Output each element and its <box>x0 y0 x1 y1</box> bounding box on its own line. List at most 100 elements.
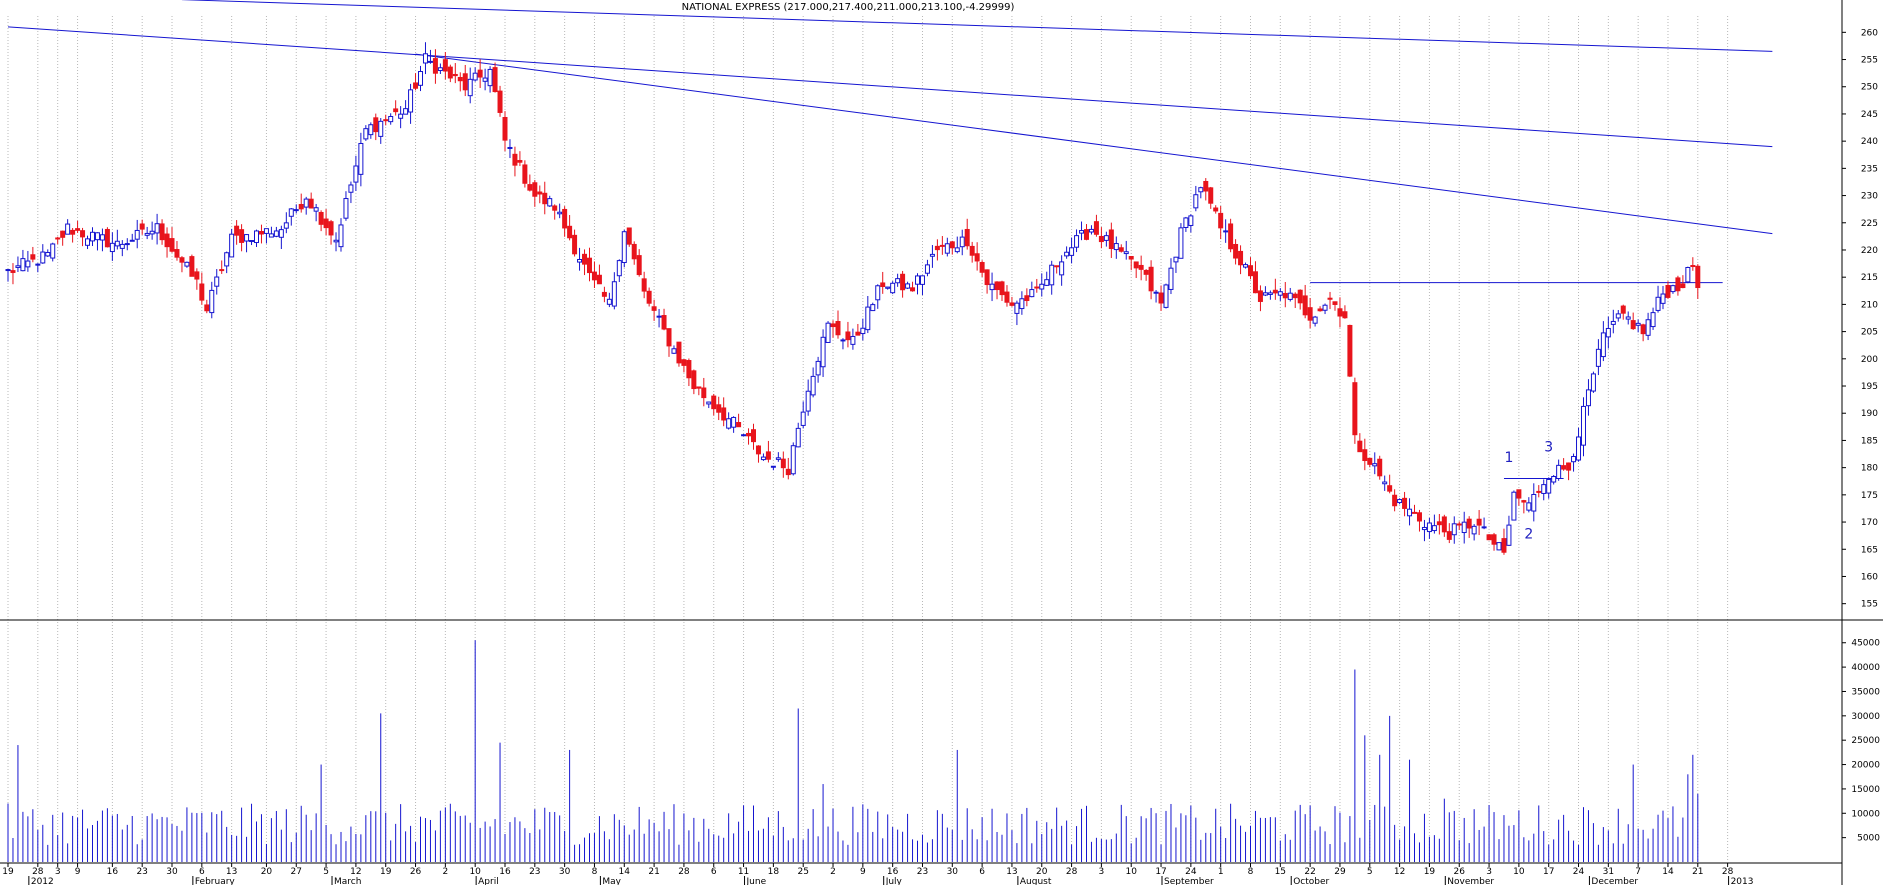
candle <box>1267 290 1273 300</box>
candle-body <box>1322 304 1328 311</box>
candle <box>144 226 150 240</box>
candle <box>1307 297 1313 329</box>
candle <box>1208 186 1214 209</box>
candle-body <box>939 244 945 247</box>
candle <box>1372 452 1378 475</box>
candle <box>517 151 523 167</box>
candle-body <box>60 230 66 238</box>
candle-body <box>751 429 756 443</box>
candle <box>398 106 404 129</box>
candle-body <box>517 160 523 163</box>
date-tick-label: 10 <box>1513 867 1525 877</box>
date-tick-label: 20 <box>261 867 273 877</box>
price-tick-label: 155 <box>1861 600 1878 610</box>
date-tick-label: 21 <box>648 867 659 877</box>
candle-body <box>1277 291 1283 296</box>
candle-body <box>363 128 369 140</box>
candle-body <box>427 60 433 63</box>
candle-body <box>1511 491 1517 521</box>
candle-body <box>1093 221 1099 235</box>
candle <box>477 59 483 89</box>
candle <box>1377 455 1383 480</box>
candle-body <box>1446 531 1452 540</box>
date-tick-label: 29 <box>1334 867 1346 877</box>
candle-body <box>840 339 846 342</box>
candle <box>363 125 369 141</box>
candle-body <box>711 395 717 410</box>
candle <box>1178 223 1184 259</box>
price-tick-label: 255 <box>1861 56 1878 66</box>
candle <box>1506 515 1512 546</box>
candle-body <box>591 271 597 281</box>
candle-body <box>442 59 448 72</box>
candle-body <box>1128 255 1134 260</box>
candle <box>1238 245 1244 275</box>
candle-body <box>1312 316 1318 324</box>
candle-body <box>770 465 776 468</box>
date-tick-label: 2 <box>830 867 836 877</box>
candle-body <box>1665 285 1671 298</box>
candle <box>1367 457 1373 468</box>
candle-body <box>1595 348 1601 367</box>
candle <box>427 49 433 64</box>
candle-body <box>50 243 56 259</box>
candle <box>661 308 667 331</box>
candle <box>1282 281 1288 308</box>
candle-body <box>860 327 866 335</box>
date-tick-label: 9 <box>860 867 866 877</box>
candle <box>1630 312 1636 330</box>
date-tick-label: 8 <box>1248 867 1254 877</box>
candle-body <box>194 271 200 280</box>
date-tick-label: 2 <box>442 867 448 877</box>
candle <box>1173 256 1179 273</box>
price-tick-label: 195 <box>1861 382 1878 392</box>
candle-body <box>1650 312 1656 328</box>
candle-body <box>1357 440 1363 453</box>
date-tick-label: 27 <box>291 867 302 877</box>
candle-body <box>1695 265 1701 289</box>
candle <box>65 219 71 235</box>
date-tick-label: 3 <box>1099 867 1105 877</box>
candle <box>174 241 180 261</box>
candle <box>1501 528 1507 555</box>
candle-body <box>99 234 105 241</box>
candle-body <box>159 223 165 241</box>
price-tick-label: 180 <box>1861 464 1878 474</box>
candle-body <box>1297 289 1303 304</box>
candle-body <box>910 287 916 292</box>
candle <box>885 286 891 290</box>
candle-body <box>532 182 538 197</box>
candle-body <box>398 113 404 119</box>
candle <box>1426 517 1432 539</box>
candle <box>55 236 61 245</box>
candle <box>577 247 583 271</box>
candle <box>999 280 1005 302</box>
candle-body <box>1024 295 1030 302</box>
candle-body <box>1133 261 1139 269</box>
candle <box>1471 524 1477 541</box>
date-tick-label: 6 <box>979 867 985 877</box>
candle-body <box>746 432 752 437</box>
candle-body <box>716 404 722 413</box>
candle <box>805 379 811 416</box>
candle-body <box>1004 291 1010 303</box>
candle-body <box>288 208 294 217</box>
candle <box>119 240 125 257</box>
candle <box>422 42 428 75</box>
candle-body <box>915 275 921 285</box>
candle <box>542 181 548 215</box>
candle-body <box>75 228 81 231</box>
candle-body <box>929 253 935 257</box>
candle-body <box>1630 320 1636 330</box>
candle-body <box>870 304 876 312</box>
date-tick-label: 8 <box>592 867 598 877</box>
candle <box>636 249 642 277</box>
candle-body <box>1074 235 1080 248</box>
candle-body <box>293 209 299 212</box>
candle <box>1571 453 1577 472</box>
candle-body <box>1685 266 1691 283</box>
candle-body <box>964 228 970 247</box>
candle-body <box>432 58 438 74</box>
candle-body <box>144 232 150 236</box>
candle <box>1034 278 1040 293</box>
